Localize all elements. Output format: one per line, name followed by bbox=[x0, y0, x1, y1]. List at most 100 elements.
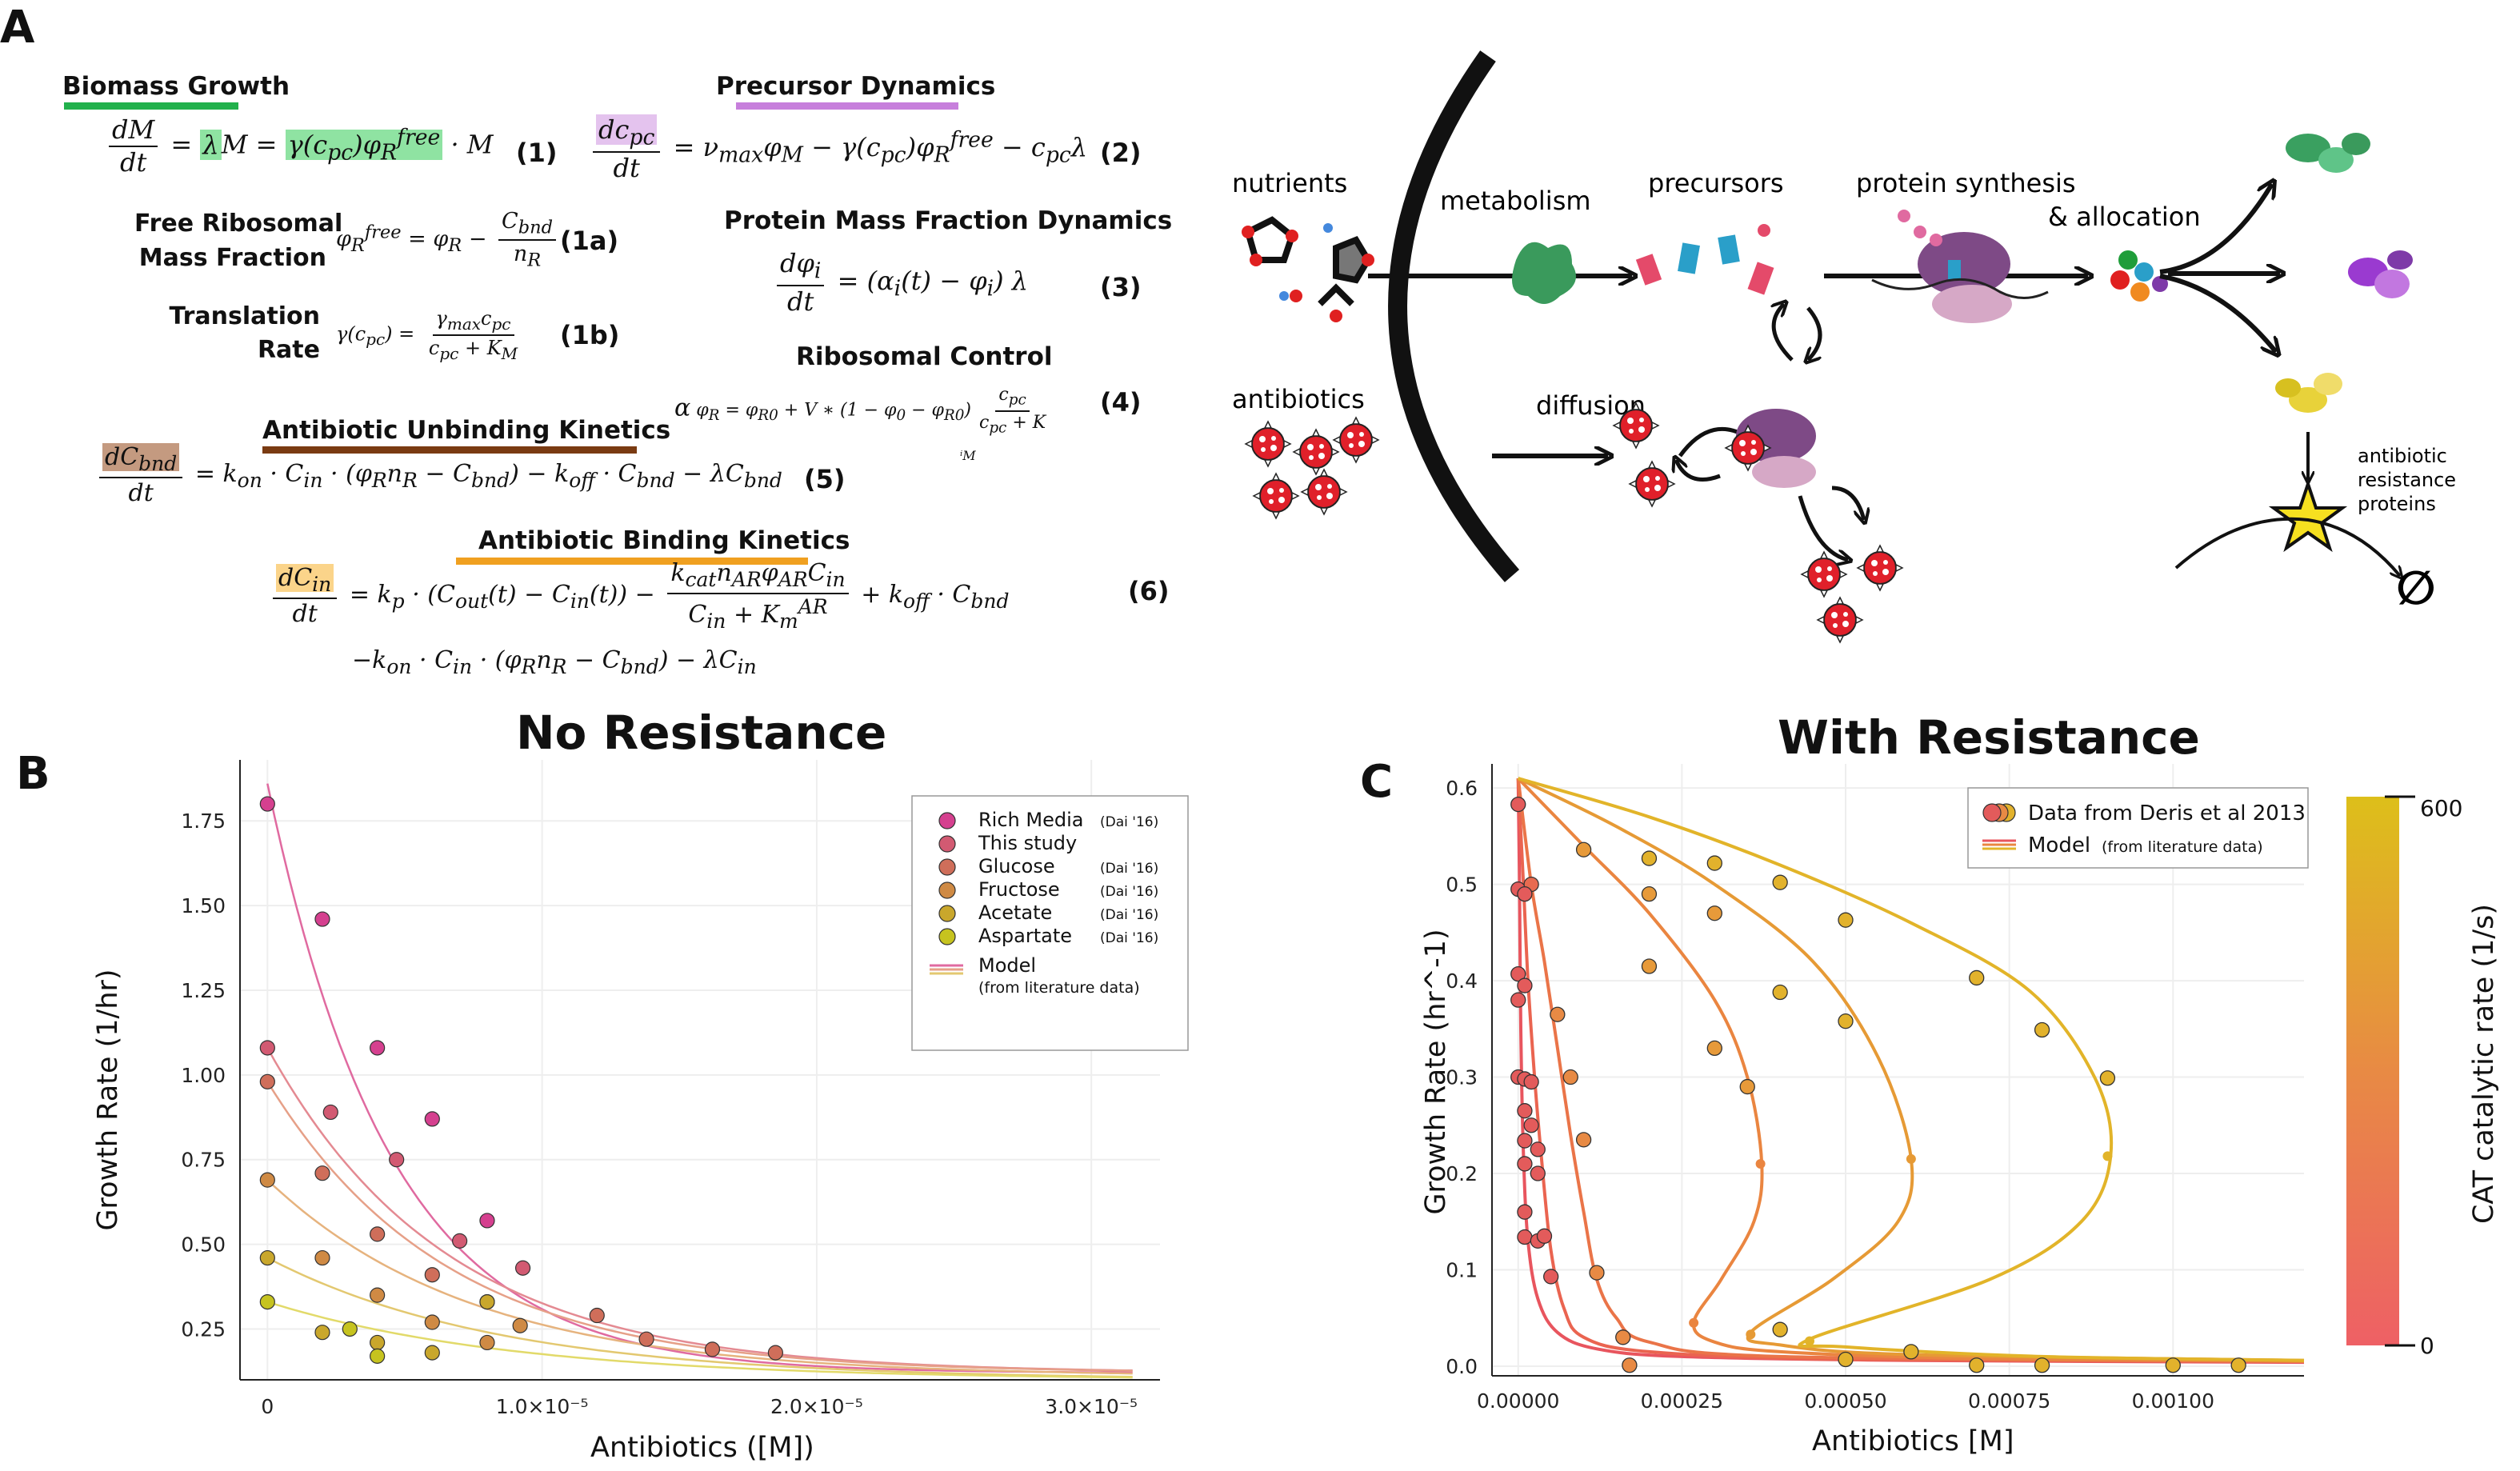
translation-label-1: Translation bbox=[169, 302, 320, 330]
data-point bbox=[1543, 1269, 1559, 1285]
translation-label-2: Rate bbox=[257, 336, 320, 364]
data-point bbox=[2230, 1357, 2246, 1373]
data-point bbox=[1562, 1069, 1578, 1085]
data-point bbox=[314, 1249, 330, 1266]
y-tick-label: 1.50 bbox=[181, 894, 226, 917]
biomass-underline bbox=[64, 102, 238, 110]
data-point bbox=[1772, 984, 1788, 1001]
eq4-number: (4) bbox=[1100, 387, 1142, 418]
y-tick-label: 0.1 bbox=[1446, 1258, 1478, 1281]
data-point bbox=[342, 1321, 358, 1337]
data-point bbox=[1517, 1133, 1533, 1149]
legend-model-label: Model bbox=[2028, 833, 2090, 857]
empty-set-icon: ∅ bbox=[2396, 561, 2436, 615]
legend-model-label: Model bbox=[978, 954, 1036, 977]
unbinding-header: Antibiotic Unbinding Kinetics bbox=[262, 416, 671, 445]
data-point bbox=[1706, 905, 1722, 921]
data-point bbox=[314, 911, 330, 927]
data-point bbox=[2034, 1357, 2050, 1373]
data-point bbox=[424, 1314, 440, 1330]
protein-cluster-green-icon bbox=[2286, 133, 2370, 173]
y-tick-label: 0.75 bbox=[181, 1149, 226, 1172]
legend-marker bbox=[938, 812, 956, 829]
antibiotic-cluster-inside-icon bbox=[1613, 402, 1675, 507]
chart-c-ylabel: Growth Rate (hr^-1) bbox=[1420, 929, 1452, 1215]
model-curve bbox=[1517, 777, 2305, 1362]
model-curve bbox=[266, 1047, 1133, 1372]
stray-mark: ⁱM bbox=[960, 448, 976, 463]
data-point bbox=[1641, 885, 1658, 902]
data-point bbox=[1517, 1229, 1533, 1245]
colorbar-tick-label: 0 bbox=[2420, 1333, 2434, 1359]
resistance-label-2: resistance bbox=[2358, 469, 2456, 491]
legend-tag: (Dai '16) bbox=[1100, 907, 1158, 923]
data-point bbox=[1641, 958, 1658, 974]
data-point bbox=[1838, 1013, 1854, 1029]
legend-marker bbox=[938, 835, 956, 853]
equation-1b: γ(cpc) = γmaxcpc cpc + KM bbox=[336, 307, 518, 363]
eq1-number: (1) bbox=[516, 138, 558, 168]
alpha-symbol: α bbox=[674, 394, 691, 422]
data-point bbox=[638, 1331, 654, 1347]
equation-6-line2: −kon · Cin · (φRnR − Cbnd) − λCin bbox=[352, 646, 757, 678]
precursors-label: precursors bbox=[1648, 168, 1784, 198]
protein-mass-header: Protein Mass Fraction Dynamics bbox=[724, 206, 1173, 235]
data-point bbox=[259, 1040, 275, 1056]
curve-knee-marker bbox=[1689, 1317, 1699, 1328]
data-point bbox=[1517, 1204, 1533, 1220]
resistance-label-1: antibiotic bbox=[2358, 445, 2447, 467]
data-point bbox=[514, 1260, 531, 1276]
eq1b-number: (1b) bbox=[560, 320, 620, 350]
data-point bbox=[1969, 969, 1985, 986]
free-antibiotic-cluster-icon bbox=[1801, 545, 1903, 643]
data-point bbox=[314, 1325, 330, 1341]
eq5-number: (5) bbox=[804, 464, 846, 494]
free-ribo-label-2: Mass Fraction bbox=[138, 244, 326, 272]
data-point bbox=[1838, 912, 1854, 928]
y-tick-label: 0.2 bbox=[1446, 1162, 1478, 1185]
equation-3: dφi dt = (αi(t) − φi) λ bbox=[772, 250, 1028, 316]
legend-tag: (Dai '16) bbox=[1100, 861, 1158, 877]
y-tick-label: 0.25 bbox=[181, 1317, 226, 1341]
data-point bbox=[259, 1172, 275, 1188]
eq3-number: (3) bbox=[1100, 272, 1142, 302]
panel-label-a: A bbox=[0, 2, 35, 54]
legend-label: Acetate bbox=[978, 901, 1052, 924]
data-point bbox=[1838, 1351, 1854, 1368]
unbinding-underline bbox=[262, 446, 637, 454]
equation-4: α φR = φR0 + V ∗ (1 − φ0 − φR0) cpc cpc + … bbox=[674, 385, 1046, 436]
legend-data-label: Data from Deris et al 2013 bbox=[2028, 801, 2306, 825]
x-tick-label: 0.00075 bbox=[1968, 1389, 2050, 1413]
protein-cluster-yellow-icon bbox=[2275, 373, 2342, 413]
y-tick-label: 0.0 bbox=[1446, 1355, 1478, 1378]
membrane-curve bbox=[1388, 50, 1520, 582]
model-curve bbox=[266, 1301, 1133, 1379]
data-point bbox=[1510, 796, 1526, 813]
data-point bbox=[1510, 992, 1526, 1008]
nutrients-icon bbox=[1242, 216, 1374, 322]
legend-tag: (Dai '16) bbox=[1100, 884, 1158, 900]
legend-marker bbox=[938, 881, 956, 899]
free-ribo-label-1: Free Ribosomal bbox=[134, 210, 343, 238]
data-point bbox=[1550, 1006, 1566, 1022]
data-point bbox=[2165, 1357, 2181, 1373]
resistance-label-3: proteins bbox=[2358, 493, 2436, 515]
y-tick-label: 0.3 bbox=[1446, 1066, 1478, 1089]
legend-label: Rich Media bbox=[978, 809, 1083, 831]
x-tick-label: 1.0×10⁻⁵ bbox=[496, 1395, 589, 1418]
data-point bbox=[424, 1345, 440, 1361]
panel-label-c: C bbox=[1360, 756, 1394, 808]
x-tick-label: 0.00000 bbox=[1477, 1389, 1559, 1413]
ribosome-icon bbox=[1871, 210, 2049, 323]
equation-2: dcpc dt = νmaxφM − γ(cpc)φRfree − cpcλ bbox=[588, 114, 1087, 182]
antibiotics-label: antibiotics bbox=[1232, 384, 1365, 414]
legend-box bbox=[911, 795, 1189, 1051]
data-point bbox=[370, 1334, 386, 1351]
data-point bbox=[767, 1345, 784, 1361]
protein-cluster-purple-icon bbox=[2348, 250, 2413, 298]
chart-b: 0 1.0×10⁻⁵ 2.0×10⁻⁵ 3.0×10⁻⁵ 0.25 0.50 0.75 1.0… bbox=[181, 760, 1189, 1418]
legend-label: Fructose bbox=[978, 878, 1060, 901]
data-point bbox=[1523, 1117, 1539, 1133]
pathway-diagram: nutrients metabolism precursors protein … bbox=[1232, 50, 2456, 643]
data-point bbox=[1706, 855, 1722, 871]
